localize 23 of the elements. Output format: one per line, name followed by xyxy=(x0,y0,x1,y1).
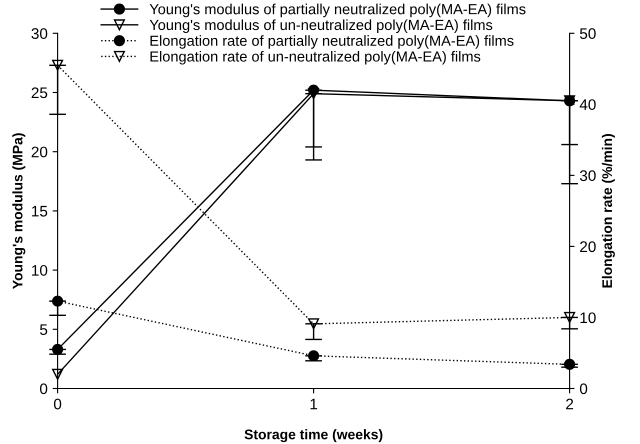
y-tick-label: 0 xyxy=(40,383,48,394)
x-tick-label: 2 xyxy=(566,398,574,410)
y-tick-label: 30 xyxy=(31,28,48,39)
y-tick-label: 25 xyxy=(32,87,48,98)
legend-label: Elongation rate of partially neutralized poly(MA-EA) films xyxy=(150,35,514,49)
y-tick-label: 15 xyxy=(32,206,48,217)
y2-tick-label: 30 xyxy=(580,170,596,182)
y2-tick-label: 50 xyxy=(580,28,596,39)
y-tick-label: 10 xyxy=(32,264,48,276)
legend-label: Young's modulus of partially neutralized poly(MA-EA) films xyxy=(150,4,526,18)
x-tick-label: 1 xyxy=(310,398,318,410)
y2-axis-title: Elongation rate (%/min) xyxy=(602,134,615,288)
legend-label: Elongation rate of un-neutralized poly(MA-EA) films xyxy=(150,50,480,65)
legend-label: Young's modulus of un-neutralized poly(MA-EA) films xyxy=(150,19,492,33)
y-tick-label: 20 xyxy=(32,146,48,158)
y2-tick-label: 20 xyxy=(580,241,596,252)
y-tick-label: 5 xyxy=(40,324,48,335)
x-tick-label: 0 xyxy=(54,398,62,410)
y-axis-title: Young's modulus (MPa) xyxy=(12,133,26,289)
y2-tick-label: 10 xyxy=(580,312,596,324)
y2-tick-label: 0 xyxy=(580,383,588,394)
x-axis-title: Storage time (weeks) xyxy=(244,429,382,442)
y2-tick-label: 40 xyxy=(580,99,596,110)
